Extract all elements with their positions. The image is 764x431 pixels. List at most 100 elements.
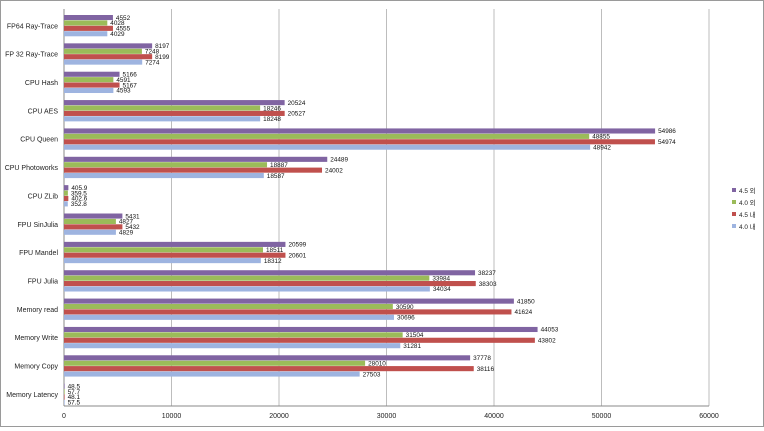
data-label: 34034 bbox=[433, 286, 451, 293]
bar bbox=[64, 87, 114, 94]
data-label: 38303 bbox=[479, 281, 497, 288]
legend-entry: 4.5 외 bbox=[739, 187, 756, 195]
data-label: 27503 bbox=[363, 371, 381, 378]
bar bbox=[64, 190, 68, 196]
data-label: 30696 bbox=[397, 315, 415, 322]
x-tick-label: 30000 bbox=[377, 413, 397, 420]
data-label: 43802 bbox=[538, 338, 556, 345]
data-label: 57.7 bbox=[68, 389, 81, 396]
category-label: Memory Latency bbox=[6, 392, 58, 399]
category-labels: FP64 Ray-Trace FP 32 Ray-Trace CPU Hash CPU… bbox=[5, 23, 59, 399]
bar bbox=[64, 343, 401, 349]
bar bbox=[64, 326, 538, 333]
data-label: 28010 bbox=[368, 360, 386, 367]
bar bbox=[64, 201, 68, 207]
data-label: 48855 bbox=[592, 134, 610, 141]
category-label: Memory Copy bbox=[14, 364, 58, 371]
data-label: 31281 bbox=[403, 343, 421, 350]
bar bbox=[64, 54, 153, 60]
data-label: 48.1 bbox=[68, 394, 81, 401]
bar bbox=[64, 77, 114, 83]
data-label: 20524 bbox=[288, 100, 306, 107]
bar bbox=[64, 31, 108, 37]
data-label: 31504 bbox=[406, 332, 424, 339]
bar bbox=[64, 218, 116, 224]
bar bbox=[64, 162, 268, 168]
data-label: 8197 bbox=[155, 43, 170, 50]
bar bbox=[64, 144, 591, 150]
data-label: 18246 bbox=[263, 105, 281, 112]
data-label: 352.8 bbox=[71, 201, 87, 208]
bar bbox=[64, 133, 590, 139]
x-tick-label: 60000 bbox=[699, 413, 719, 420]
data-label: 5431 bbox=[125, 213, 140, 220]
bar bbox=[64, 229, 116, 235]
legend-swatch bbox=[732, 200, 736, 204]
bar bbox=[64, 298, 514, 304]
data-label: 4827 bbox=[119, 219, 134, 226]
category-label: CPU Photoworks bbox=[5, 165, 59, 172]
legend-entry: 4.0 내 bbox=[739, 222, 756, 231]
category-label: CPU ZLib bbox=[28, 193, 58, 200]
category-label: Memory Write bbox=[15, 335, 59, 342]
data-label: 5167 bbox=[123, 82, 138, 89]
category-label: FPU SinJulia bbox=[18, 222, 59, 229]
category-label: CPU Hash bbox=[25, 80, 58, 87]
bar bbox=[64, 20, 108, 26]
bar bbox=[64, 15, 113, 21]
bar bbox=[64, 394, 65, 400]
data-label: 5166 bbox=[123, 72, 138, 79]
legend-entry: 4.0 외 bbox=[739, 199, 756, 207]
data-label: 4593 bbox=[116, 88, 131, 95]
legend-entry: 4.5 내 bbox=[739, 210, 756, 219]
bar bbox=[64, 139, 655, 145]
bar bbox=[64, 303, 393, 310]
x-tick-label: 20000 bbox=[269, 413, 289, 420]
bars bbox=[64, 15, 656, 405]
data-label: 5432 bbox=[125, 224, 140, 231]
bar bbox=[64, 252, 286, 258]
category-label: CPU AES bbox=[28, 108, 59, 115]
category-label: Memory read bbox=[17, 307, 58, 314]
bar bbox=[64, 43, 153, 49]
bar bbox=[64, 25, 113, 31]
data-label: 24489 bbox=[330, 157, 348, 164]
data-label: 4552 bbox=[116, 15, 131, 22]
category-label: FPU Julia bbox=[28, 279, 58, 286]
data-label: 41624 bbox=[514, 309, 532, 316]
legend-swatch bbox=[732, 188, 736, 192]
bar bbox=[64, 185, 69, 191]
data-label: 20527 bbox=[288, 111, 306, 118]
bar bbox=[64, 71, 120, 77]
bar bbox=[64, 100, 285, 106]
data-label: 359.5 bbox=[71, 190, 87, 197]
data-label: 7248 bbox=[145, 49, 160, 56]
bar bbox=[64, 360, 366, 366]
data-label: 405.9 bbox=[71, 185, 87, 192]
bar bbox=[64, 110, 285, 116]
bar bbox=[64, 48, 142, 54]
x-tick-labels: 0 10000 20000 30000 40000 50000 60000 bbox=[62, 413, 719, 420]
data-label: 54986 bbox=[658, 128, 676, 135]
category-label: FP 32 Ray-Trace bbox=[5, 52, 58, 59]
data-label: 18587 bbox=[267, 173, 285, 180]
data-label: 4829 bbox=[119, 230, 134, 237]
bar bbox=[64, 172, 264, 179]
bar bbox=[64, 224, 123, 230]
data-label: 20599 bbox=[288, 242, 306, 249]
data-label: 4591 bbox=[116, 77, 131, 84]
bar bbox=[64, 270, 476, 276]
bar bbox=[64, 128, 656, 134]
bar bbox=[64, 167, 323, 173]
data-label: 18511 bbox=[266, 247, 284, 254]
bar bbox=[64, 213, 123, 219]
bar bbox=[64, 314, 394, 320]
data-label: 48942 bbox=[593, 144, 611, 151]
data-label: 20601 bbox=[288, 252, 306, 259]
category-label: FP64 Ray-Trace bbox=[7, 23, 58, 30]
bar bbox=[64, 332, 403, 338]
data-label: 18887 bbox=[270, 162, 288, 169]
data-label: 38116 bbox=[477, 366, 495, 373]
